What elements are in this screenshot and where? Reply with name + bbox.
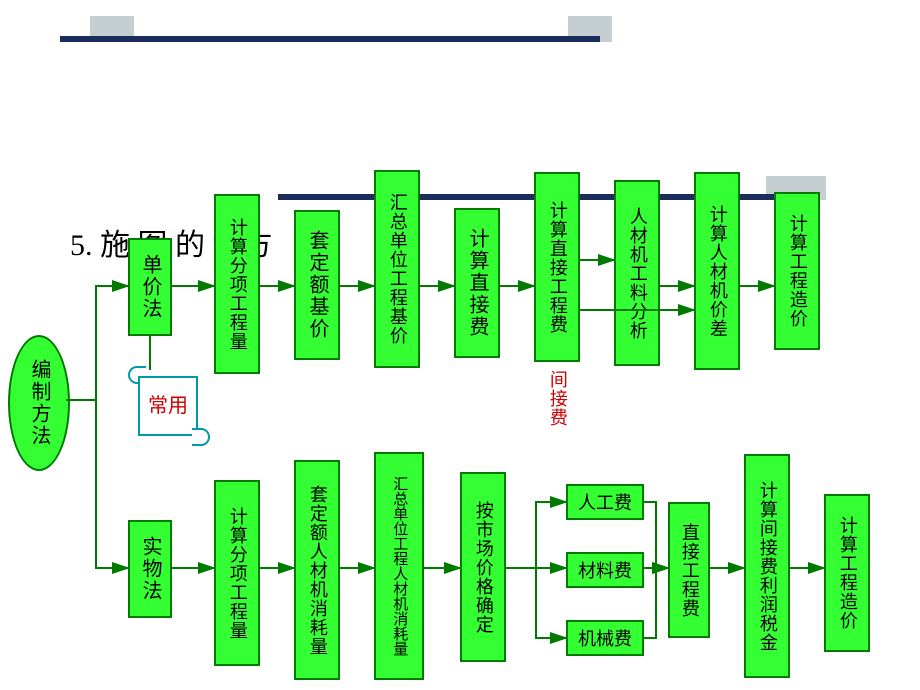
node-hzdw-bot: 汇总单位工程人材机消耗量: [374, 452, 424, 680]
node-asj: 按市场价格确定: [460, 472, 506, 662]
node-rcjg: 人材机工料分析: [614, 180, 660, 366]
scroll-curl-bottom: [192, 428, 210, 446]
node-jsjj: 计算间接费利润税金: [744, 454, 790, 678]
node-swf: 实物法: [128, 520, 172, 618]
node-jsgc-bot: 计算工程造价: [824, 494, 870, 652]
scroll-box: 常用: [138, 376, 198, 436]
start-node: 编制方法: [8, 335, 70, 471]
node-rgf: 人工费: [566, 484, 644, 520]
node-tder: 套定额人材机消耗量: [294, 460, 340, 680]
node-jszg: 计算直接工程费: [534, 172, 580, 362]
node-jszj: 计算直接费: [454, 208, 500, 358]
node-zjgc: 直接工程费: [668, 502, 710, 638]
node-danjiaf: 单价法: [128, 238, 172, 336]
start-label: 编制方法: [28, 359, 50, 447]
scroll-label: 常用: [148, 395, 188, 417]
node-jjf-extra: 间接费: [534, 370, 580, 432]
node-jsfx-bot: 计算分项工程量: [214, 480, 260, 666]
node-jsrc: 计算人材机价差: [694, 172, 740, 370]
node-jxf: 机械费: [566, 620, 644, 656]
node-tdej: 套定额基价: [294, 210, 340, 360]
node-jsgc-top: 计算工程造价: [774, 192, 820, 350]
node-clf: 材料费: [566, 552, 644, 588]
node-hzdw-top: 汇总单位工程基价: [374, 170, 420, 368]
node-jsfx-top: 计算分项工程量: [214, 194, 260, 374]
